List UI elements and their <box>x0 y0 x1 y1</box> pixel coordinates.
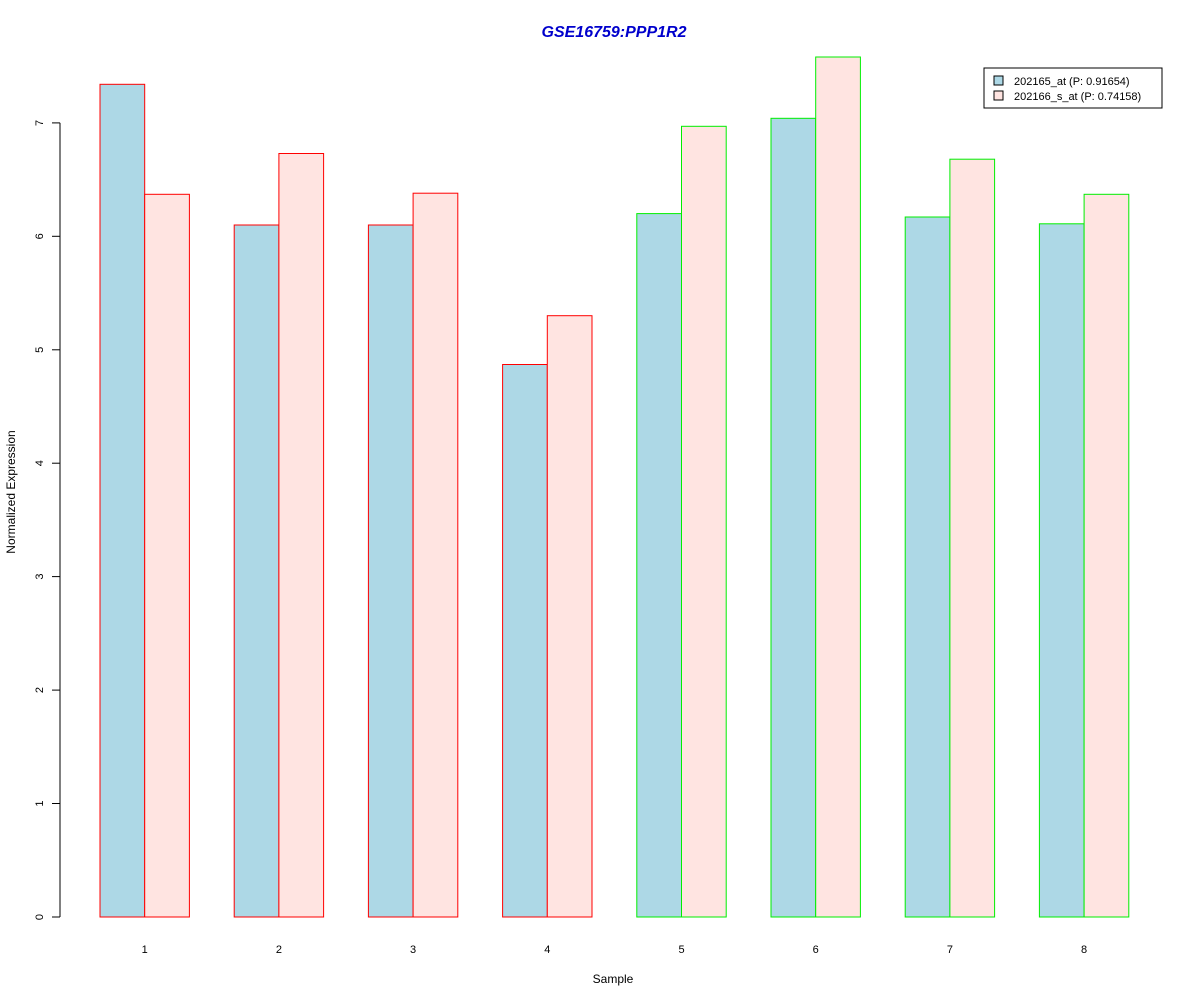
bar-sample-5-series-2 <box>681 125 727 918</box>
y-tick-label: 6 <box>34 233 46 239</box>
bar-sample-2-series-2 <box>278 153 325 918</box>
y-tick-label: 2 <box>34 687 46 693</box>
x-axis-title: Sample <box>593 972 634 986</box>
legend: 202165_at (P: 0.91654) 202166_s_at (P: 0… <box>983 67 1163 109</box>
x-tick-labels: 1 2 3 4 5 6 7 8 <box>142 944 1088 956</box>
bar-sample-3-series-2 <box>412 192 459 918</box>
x-tick-label: 4 <box>544 944 550 956</box>
x-tick-label: 3 <box>410 944 416 956</box>
x-tick-label: 5 <box>678 944 684 956</box>
legend-swatch-202166-s-at <box>993 90 1004 101</box>
bar-sample-2-series-1 <box>233 224 280 918</box>
bar-sample-8-series-1 <box>1038 223 1085 918</box>
bar-sample-5-series-1 <box>636 213 682 918</box>
y-axis-title: Normalized Expression <box>4 430 18 553</box>
bar-sample-7-series-1 <box>904 216 951 918</box>
bars-group <box>99 56 1130 918</box>
bar-sample-8-series-2 <box>1083 193 1130 918</box>
legend-label-202165-at: 202165_at (P: 0.91654) <box>1014 76 1130 88</box>
bar-sample-1-series-1 <box>99 83 146 918</box>
legend-label-202166-s-at: 202166_s_at (P: 0.74158) <box>1014 91 1141 103</box>
bar-sample-6-series-1 <box>770 117 817 918</box>
x-tick-label: 6 <box>813 944 819 956</box>
bar-sample-1-series-2 <box>144 193 190 918</box>
bar-sample-7-series-2 <box>949 158 996 918</box>
y-tick-label: 0 <box>34 914 46 920</box>
x-tick-label: 1 <box>142 944 148 956</box>
y-tick-label: 1 <box>34 800 46 806</box>
chart-title: GSE16759:PPP1R2 <box>542 24 687 41</box>
y-tick-label: 4 <box>34 460 46 466</box>
legend-swatch-202165-at <box>993 75 1004 86</box>
bar-sample-4-series-2 <box>546 315 593 918</box>
x-tick-label: 2 <box>276 944 282 956</box>
y-axis: 0 1 2 3 4 5 6 7 <box>34 120 61 920</box>
bar-sample-6-series-2 <box>815 56 861 918</box>
x-tick-label: 7 <box>947 944 953 956</box>
legend-box <box>983 67 1163 109</box>
y-tick-label: 7 <box>34 120 46 126</box>
bar-sample-4-series-1 <box>502 364 548 918</box>
x-tick-label: 8 <box>1081 944 1087 956</box>
bar-sample-3-series-1 <box>367 224 414 918</box>
y-tick-label: 3 <box>34 574 46 580</box>
y-tick-label: 5 <box>34 347 46 353</box>
